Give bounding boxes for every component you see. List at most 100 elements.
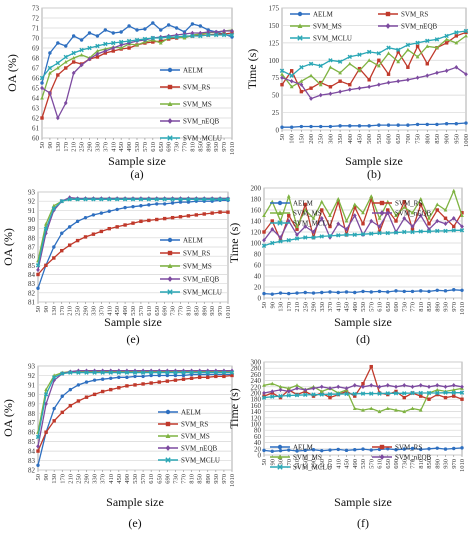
data-point (361, 447, 365, 451)
data-point (100, 389, 105, 394)
x-tick-label: 650 (158, 142, 165, 152)
data-point (328, 85, 333, 89)
data-point (344, 290, 349, 294)
data-point (111, 49, 115, 53)
data-point (165, 379, 170, 383)
data-point (415, 122, 420, 127)
x-tick-label: 170 (286, 459, 293, 469)
data-point (361, 408, 365, 412)
legend-label: SVM_nEQB (181, 445, 218, 453)
data-point (79, 52, 84, 57)
x-tick-label: 250 (302, 302, 309, 312)
data-point (40, 81, 44, 85)
data-point (426, 390, 432, 396)
data-point (377, 391, 382, 396)
x-tick-label: 570 (142, 142, 149, 152)
data-point (181, 373, 186, 378)
x-tick-label: 130 (55, 142, 62, 152)
x-tick-label: 330 (90, 306, 97, 316)
x-tick-label: 210 (294, 302, 301, 312)
data-point (443, 207, 448, 212)
data-point (55, 60, 61, 66)
data-point (295, 291, 299, 295)
data-point (460, 224, 464, 229)
data-point (435, 70, 439, 76)
data-point (83, 235, 88, 239)
data-point (318, 63, 323, 69)
x-axis-label: Sample size (106, 495, 164, 509)
data-point (418, 196, 423, 201)
legend-label: SVM_nEQB (183, 276, 220, 284)
data-point (377, 230, 382, 236)
data-point (139, 204, 143, 208)
legend: AELM SVM_RS SVM_MS SVM_nEQB SVM_MCLU (290, 11, 438, 43)
data-point (44, 387, 48, 392)
data-point (103, 28, 108, 32)
data-point (344, 218, 349, 223)
data-point (435, 446, 439, 450)
data-point (454, 30, 459, 35)
data-point (92, 392, 97, 397)
legend-label: SVM_RS (395, 444, 422, 452)
y-tick-label: 120 (251, 229, 262, 237)
data-point (386, 45, 391, 50)
data-point (141, 382, 145, 386)
data-point (111, 45, 116, 51)
data-point (206, 375, 210, 380)
panel-caption: (a) (130, 167, 143, 181)
series-aelm (262, 288, 464, 296)
data-point (396, 59, 401, 64)
y-tick-label: 160 (251, 402, 262, 410)
data-point (402, 395, 406, 400)
data-point (178, 197, 183, 202)
data-point (217, 197, 223, 202)
data-point (197, 375, 202, 380)
data-point (64, 66, 68, 70)
data-point (95, 55, 100, 59)
legend-label: SVM_MS (313, 23, 342, 31)
x-tick-label: 650 (156, 474, 163, 484)
data-point (377, 224, 382, 229)
x-tick-label: 850 (197, 142, 204, 152)
data-point (51, 203, 56, 208)
y-tick-label: 85 (28, 262, 36, 270)
data-point (303, 392, 308, 398)
data-point (352, 383, 357, 388)
data-point (262, 394, 266, 398)
data-point (286, 238, 291, 243)
y-tick-label: 20 (254, 284, 262, 292)
x-tick-label: 890 (205, 474, 212, 484)
data-point (377, 58, 381, 62)
x-tick-label: 750 (415, 134, 422, 144)
data-point (427, 447, 431, 451)
y-tick-label: 93 (28, 363, 36, 371)
data-point (186, 197, 191, 202)
data-point (173, 373, 178, 378)
data-point (394, 219, 398, 223)
data-point (344, 227, 349, 232)
legend-label: SVM_MCLU (181, 457, 220, 465)
data-point (353, 290, 357, 295)
data-point (270, 292, 274, 296)
y-tick-label: 88 (28, 410, 36, 418)
data-point (280, 82, 284, 87)
data-point (418, 408, 423, 412)
data-point (270, 240, 275, 246)
data-point (460, 211, 464, 215)
data-point (68, 404, 73, 408)
x-tick-label: 970 (221, 474, 228, 484)
data-point (76, 383, 81, 387)
legend-item: SVM_nEQB (372, 210, 432, 218)
data-point (394, 408, 398, 412)
x-tick-label: 570 (138, 306, 145, 316)
data-point (194, 197, 199, 202)
data-point (443, 289, 448, 293)
legend-item: SVM_MCLU (270, 464, 332, 472)
data-point (181, 377, 186, 381)
data-point (218, 210, 222, 214)
x-tick-label: 950 (453, 134, 460, 144)
legend-label: SVM_MS (293, 454, 322, 462)
data-point (303, 235, 308, 240)
data-point (134, 37, 140, 43)
y-tick-label: 93 (28, 189, 36, 197)
